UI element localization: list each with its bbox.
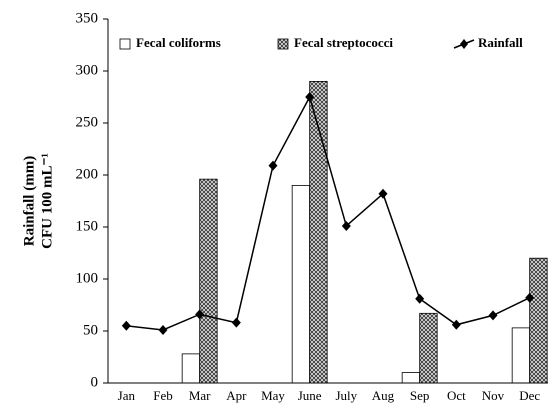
marker bbox=[305, 92, 315, 102]
marker bbox=[231, 317, 241, 328]
x-tick-label: Dec bbox=[519, 388, 540, 403]
x-tick-label: July bbox=[335, 388, 357, 403]
y-tick-label: 100 bbox=[76, 270, 99, 286]
x-tick-label: Oct bbox=[447, 388, 466, 403]
bar bbox=[419, 312, 438, 384]
legend-label: Rainfall bbox=[478, 35, 523, 50]
legend-swatch bbox=[460, 39, 468, 49]
legend-swatch bbox=[119, 38, 131, 50]
bar bbox=[199, 178, 218, 384]
marker bbox=[415, 293, 425, 304]
y-tick-label: 250 bbox=[76, 114, 99, 130]
x-tick-label: Mar bbox=[189, 388, 211, 403]
x-tick-label: Aug bbox=[372, 388, 395, 403]
marker bbox=[195, 309, 205, 320]
x-tick-label: May bbox=[261, 388, 285, 403]
marker bbox=[525, 292, 535, 303]
y-tick-label: 150 bbox=[76, 218, 99, 234]
bar bbox=[401, 372, 421, 384]
bar bbox=[511, 327, 531, 384]
marker bbox=[378, 188, 388, 199]
marker bbox=[451, 319, 461, 330]
x-tick-label: June bbox=[298, 388, 322, 403]
x-tick-label: Sep bbox=[410, 388, 430, 403]
x-tick-label: Jan bbox=[118, 388, 136, 403]
y-tick-label: 0 bbox=[91, 374, 99, 390]
y-tick-label: 50 bbox=[83, 322, 98, 338]
legend-swatch bbox=[277, 38, 289, 50]
legend-label: Fecal coliforms bbox=[136, 35, 221, 50]
marker bbox=[341, 220, 351, 231]
y-tick-label: 350 bbox=[76, 10, 99, 26]
x-tick-label: Apr bbox=[226, 388, 247, 403]
marker bbox=[158, 324, 168, 335]
bar bbox=[529, 257, 548, 384]
y-tick-label: 200 bbox=[76, 166, 99, 182]
y-tick-label: 300 bbox=[76, 62, 99, 78]
x-tick-label: Feb bbox=[153, 388, 173, 403]
line bbox=[126, 95, 530, 331]
bar bbox=[291, 184, 311, 384]
marker bbox=[488, 310, 498, 321]
y-axis-label: Rainfall (mm) bbox=[21, 156, 37, 246]
y-axis-label: CFU 100 mL⁻¹ bbox=[39, 153, 55, 249]
x-tick-label: Nov bbox=[482, 388, 505, 403]
marker bbox=[268, 160, 278, 171]
legend-label: Fecal streptococci bbox=[294, 35, 393, 50]
bar bbox=[181, 353, 201, 384]
marker bbox=[121, 320, 131, 331]
